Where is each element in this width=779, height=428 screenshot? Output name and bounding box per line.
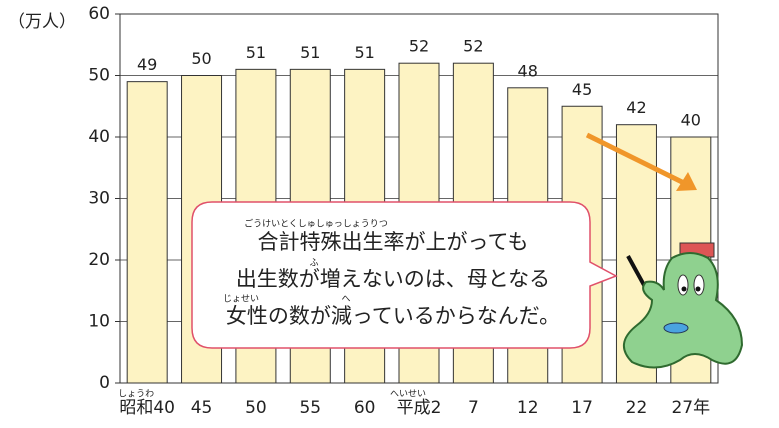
bubble-line: 合計特殊出生率が上がっても: [258, 230, 529, 254]
furigana: じょせい: [223, 294, 259, 305]
value-label: 49: [137, 55, 157, 74]
value-label: 50: [191, 49, 211, 68]
x-tick-label: 55: [299, 398, 321, 418]
furigana: ごうけいとくしゅしゅっしょうりつ: [244, 218, 388, 230]
y-tick-label: 40: [88, 127, 110, 147]
x-tick-label: 7: [468, 398, 479, 418]
mascot-eye: [693, 274, 705, 296]
speech-bubble: [191, 201, 618, 349]
mascot: [623, 242, 744, 369]
y-unit: （万人）: [8, 12, 76, 32]
x-tick-label: 平成2: [397, 398, 442, 418]
y-tick-label: 50: [88, 66, 110, 86]
x-tick-label: 昭和40: [119, 398, 175, 418]
value-label: 40: [681, 111, 701, 130]
x-tick-label: 45: [191, 398, 213, 418]
bubble-line: 出生数が増えないのは、母となる: [236, 267, 550, 291]
mascot-fish: [663, 322, 689, 334]
x-tick-label: 17: [571, 398, 593, 418]
y-tick-label: 60: [88, 4, 110, 24]
trend-arrow-head: [676, 172, 697, 191]
bubble-text: 合計特殊出生率が上がっても出生数が増えないのは、母となる女性の数が減っているから…: [223, 218, 560, 329]
mascot-eye: [677, 274, 689, 296]
mascot-pupil: [695, 286, 701, 292]
value-label: 51: [300, 43, 320, 62]
trend-arrow: [585, 132, 686, 186]
furigana: しょうわ: [118, 389, 154, 400]
y-tick-label: 10: [88, 312, 110, 332]
x-tick-label: 60: [354, 398, 376, 418]
value-label: 52: [463, 37, 483, 56]
x-tick-label: 12: [517, 398, 539, 418]
x-tick-label: 22: [626, 398, 648, 418]
value-label: 48: [518, 61, 538, 80]
furigana: ふ: [309, 258, 318, 269]
value-label: 51: [354, 43, 374, 62]
furigana: へ: [341, 295, 350, 305]
y-tick-label: 30: [88, 189, 110, 209]
y-tick-label: 20: [88, 250, 110, 270]
value-label: 51: [246, 43, 266, 62]
y-tick-label: 0: [99, 373, 110, 393]
x-tick-label: 50: [245, 398, 267, 418]
mascot-body: [623, 252, 744, 369]
bubble-line: 女性の数が減っているからなんだ。: [226, 304, 560, 328]
mascot-pupil: [681, 286, 687, 292]
value-label: 45: [572, 80, 592, 99]
value-label: 42: [626, 98, 646, 117]
x-tick-label: 27年: [671, 398, 710, 418]
furigana: へいせい: [390, 389, 426, 400]
bar: [126, 81, 168, 384]
value-label: 52: [409, 37, 429, 56]
